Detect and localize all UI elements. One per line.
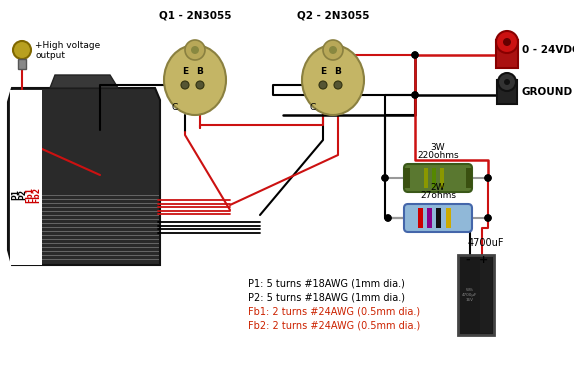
Bar xyxy=(458,255,494,335)
Circle shape xyxy=(412,92,418,98)
Text: Fb2: Fb2 xyxy=(33,187,41,203)
Circle shape xyxy=(382,175,388,181)
Circle shape xyxy=(181,81,189,89)
Circle shape xyxy=(385,215,391,221)
Circle shape xyxy=(485,175,491,181)
Bar xyxy=(497,80,517,104)
Bar xyxy=(446,208,451,228)
Polygon shape xyxy=(50,75,118,88)
Circle shape xyxy=(323,40,343,60)
Circle shape xyxy=(503,38,511,46)
FancyBboxPatch shape xyxy=(404,204,472,232)
Circle shape xyxy=(412,52,418,58)
Text: GROUND: GROUND xyxy=(522,87,573,97)
Circle shape xyxy=(185,40,205,60)
Circle shape xyxy=(334,81,342,89)
Circle shape xyxy=(496,31,518,53)
Text: B: B xyxy=(335,68,342,77)
Bar xyxy=(480,257,492,333)
Circle shape xyxy=(498,73,516,91)
Text: Fb1: Fb1 xyxy=(25,187,34,203)
Circle shape xyxy=(329,46,337,54)
Ellipse shape xyxy=(302,45,364,115)
Text: P1: 5 turns #18AWG (1mm dia.): P1: 5 turns #18AWG (1mm dia.) xyxy=(248,279,405,289)
Circle shape xyxy=(485,175,491,181)
Circle shape xyxy=(412,52,418,58)
Bar xyxy=(436,208,441,228)
Bar xyxy=(424,168,428,188)
Circle shape xyxy=(504,79,510,85)
Text: Q1 - 2N3055: Q1 - 2N3055 xyxy=(159,10,231,20)
Text: P1: P1 xyxy=(11,189,21,200)
Text: W%
4700μF
16V: W% 4700μF 16V xyxy=(462,288,478,301)
Text: C: C xyxy=(172,104,178,112)
Circle shape xyxy=(196,81,204,89)
Text: 0 - 24VDC: 0 - 24VDC xyxy=(522,45,574,55)
Bar xyxy=(440,168,444,188)
Polygon shape xyxy=(8,88,160,265)
Bar xyxy=(404,168,410,188)
Text: 2W: 2W xyxy=(430,182,445,192)
Circle shape xyxy=(382,175,388,181)
Text: +: + xyxy=(479,255,488,265)
Text: output: output xyxy=(35,50,65,59)
Circle shape xyxy=(412,92,418,98)
Text: C: C xyxy=(310,104,316,112)
Text: P2: P2 xyxy=(18,189,28,200)
Text: 4700uF: 4700uF xyxy=(468,238,504,248)
Text: E: E xyxy=(182,68,188,77)
Text: -: - xyxy=(466,255,470,265)
Circle shape xyxy=(485,215,491,221)
Bar xyxy=(418,208,423,228)
Text: Fb2: 2 turns #24AWG (0.5mm dia.): Fb2: 2 turns #24AWG (0.5mm dia.) xyxy=(248,321,420,331)
Text: 27ohms: 27ohms xyxy=(420,192,456,200)
Bar xyxy=(427,208,432,228)
Bar xyxy=(18,59,26,69)
Bar xyxy=(466,168,472,188)
Text: +High voltage: +High voltage xyxy=(35,41,100,50)
Text: E: E xyxy=(320,68,326,77)
Bar xyxy=(10,90,42,265)
Bar xyxy=(432,168,436,188)
Text: B: B xyxy=(196,68,203,77)
Circle shape xyxy=(13,41,31,59)
Circle shape xyxy=(385,215,391,221)
Text: Fb1: 2 turns #24AWG (0.5mm dia.): Fb1: 2 turns #24AWG (0.5mm dia.) xyxy=(248,307,420,317)
Circle shape xyxy=(319,81,327,89)
Bar xyxy=(496,40,518,68)
Ellipse shape xyxy=(164,45,226,115)
Text: P2: 5 turns #18AWG (1mm dia.): P2: 5 turns #18AWG (1mm dia.) xyxy=(248,293,405,303)
Circle shape xyxy=(191,46,199,54)
Text: Q2 - 2N3055: Q2 - 2N3055 xyxy=(297,10,369,20)
Text: 220ohms: 220ohms xyxy=(417,151,459,161)
Circle shape xyxy=(485,215,491,221)
Text: 3W: 3W xyxy=(430,142,445,151)
FancyBboxPatch shape xyxy=(404,164,472,192)
